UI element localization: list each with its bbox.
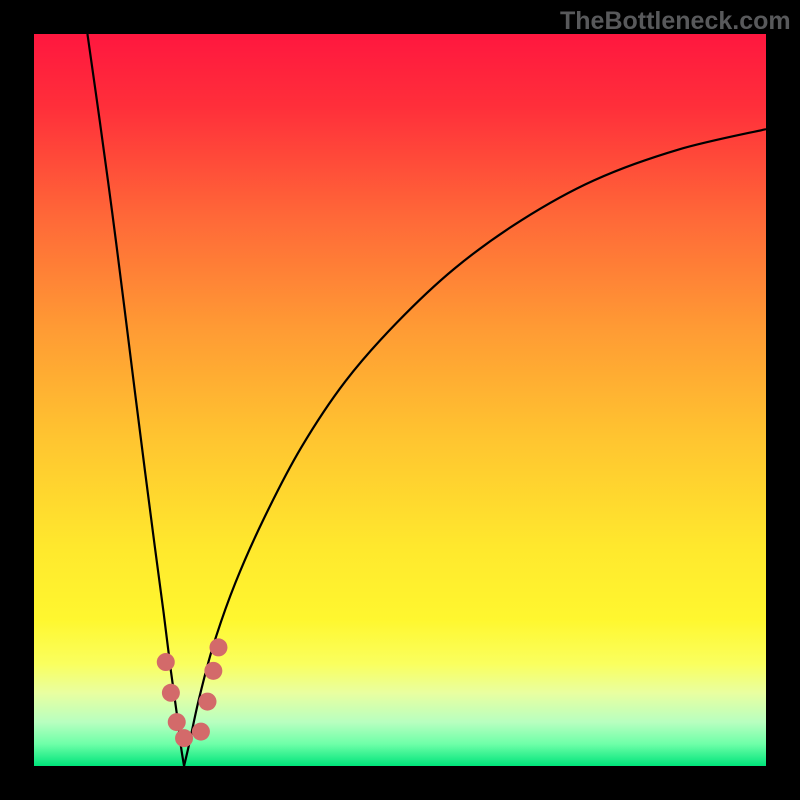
bottleneck-curve-right xyxy=(184,129,766,766)
figure-root: TheBottleneck.com xyxy=(0,0,800,800)
marker-group xyxy=(157,638,228,747)
marker-dot xyxy=(198,693,216,711)
marker-dot xyxy=(168,713,186,731)
marker-dot xyxy=(204,662,222,680)
curve-layer xyxy=(34,34,766,766)
marker-dot xyxy=(175,729,193,747)
marker-dot xyxy=(162,684,180,702)
plot-area xyxy=(34,34,766,766)
marker-dot xyxy=(209,638,227,656)
marker-dot xyxy=(192,723,210,741)
marker-dot xyxy=(157,653,175,671)
watermark-text: TheBottleneck.com xyxy=(560,7,791,36)
